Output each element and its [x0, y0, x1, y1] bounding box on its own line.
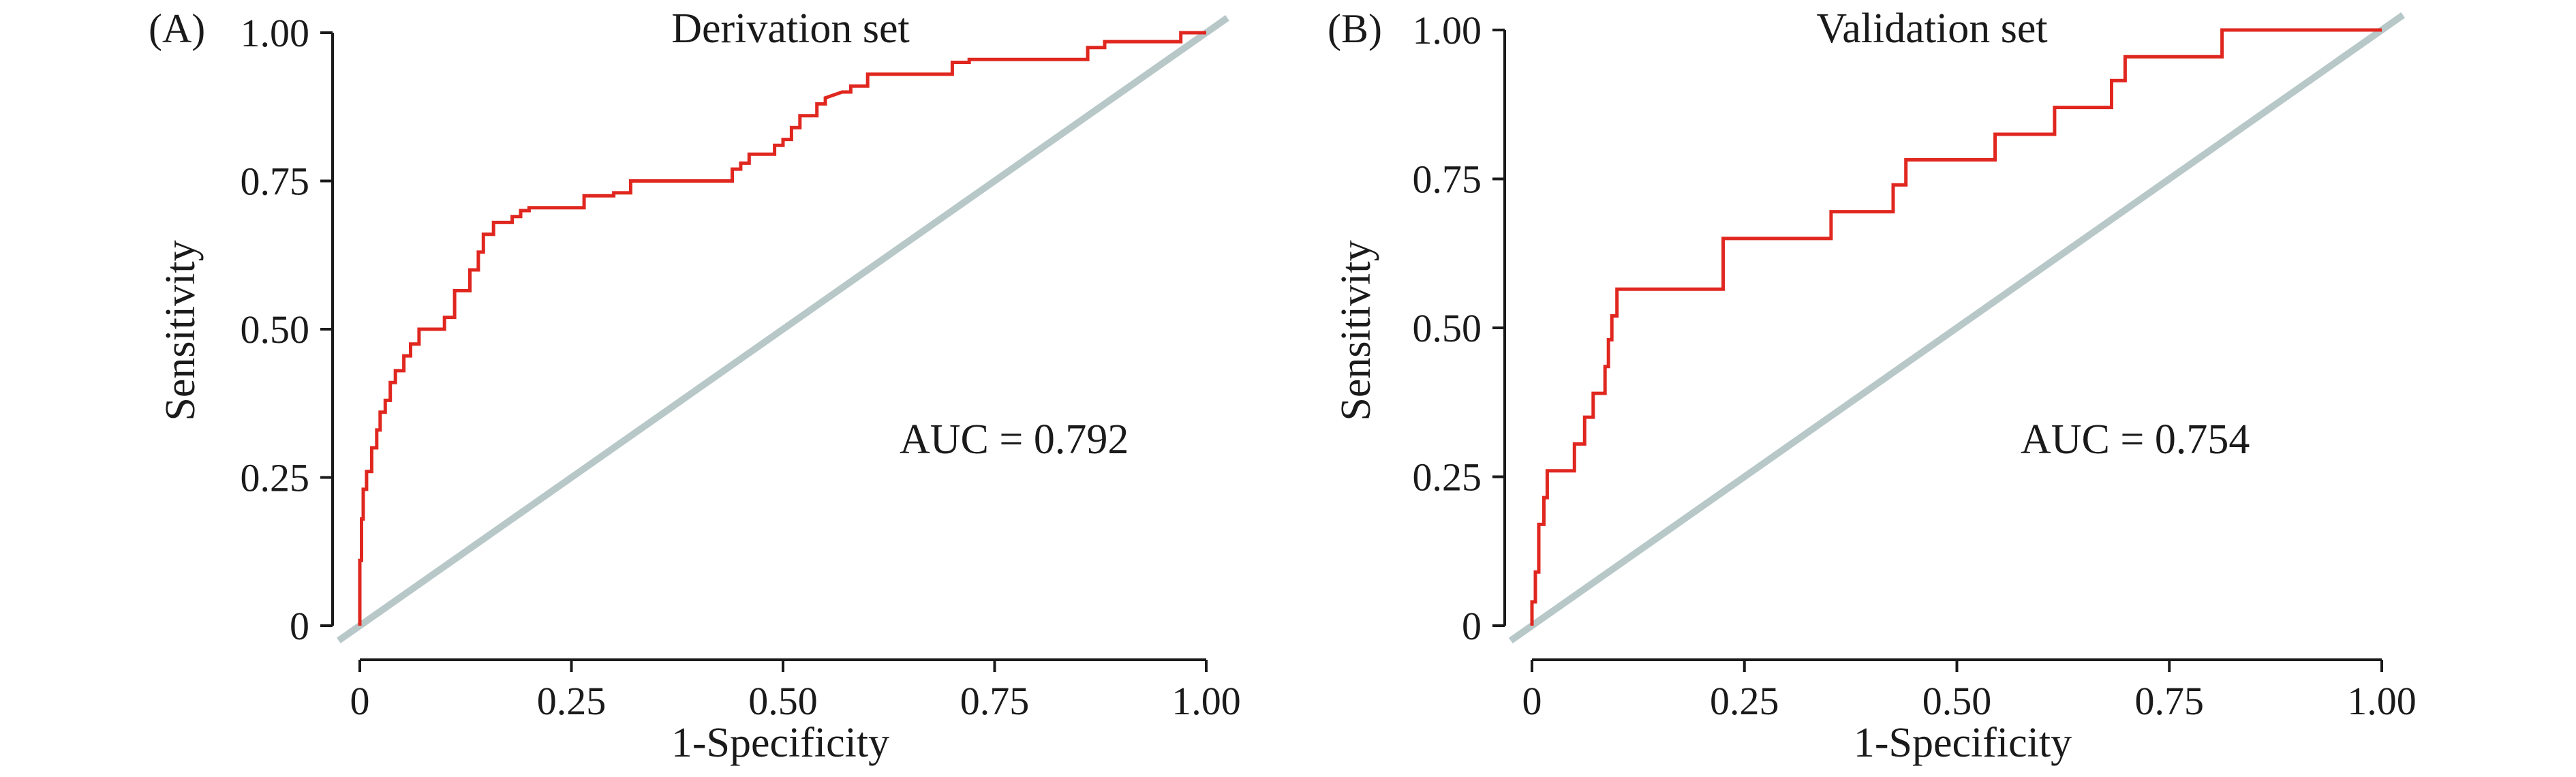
- x-tick-label: 1.00: [1171, 679, 1241, 723]
- y-tick-label: 0.75: [1413, 157, 1482, 202]
- chart-title: Validation set: [1816, 5, 2047, 52]
- reference-diagonal-line: [337, 15, 1229, 643]
- y-tick-label: 0: [1462, 604, 1482, 648]
- roc-curve: [358, 31, 1206, 626]
- y-tick-label: 0.25: [241, 456, 310, 500]
- chart-title: Derivation set: [671, 5, 910, 52]
- x-tick-label: 0.75: [2135, 679, 2205, 723]
- y-tick-label: 0: [290, 604, 309, 648]
- validation-panel: (B) Validation set Sensitivity 1-Specifi…: [1328, 5, 2417, 766]
- auc-annotation: AUC = 0.792: [900, 416, 1129, 463]
- y-tick-label: 0.25: [1413, 455, 1482, 500]
- reference-diagonal-line: [1508, 12, 2406, 643]
- x-tick-label: 0.25: [537, 679, 607, 723]
- axes: [320, 31, 1208, 672]
- y-axis-title: Sensitivity: [157, 240, 204, 421]
- x-tick-labels: 0 0.25 0.50 0.75 1.00: [350, 679, 1241, 723]
- y-tick-label: 0.50: [241, 307, 310, 352]
- y-axis-title: Sensitivity: [1333, 240, 1379, 421]
- auc-annotation: AUC = 0.754: [2021, 416, 2250, 463]
- x-axis-title: 1-Specificity: [671, 720, 889, 766]
- x-tick-label: 0.50: [748, 679, 818, 723]
- series-layer: [1508, 12, 2406, 643]
- y-tick-labels: 0 0.25 0.50 0.75 1.00: [1413, 8, 1482, 648]
- roc-curve: [1530, 28, 2382, 626]
- x-tick-label: 0.25: [1710, 679, 1779, 723]
- x-tick-labels: 0 0.25 0.50 0.75 1.00: [1522, 679, 2417, 723]
- derivation-panel: (A) Derivation set Sensitivity 1-Specifi…: [149, 5, 1241, 766]
- x-tick-label: 0.75: [960, 679, 1030, 723]
- panel-label: (B): [1328, 6, 1382, 51]
- panel-label: (A): [149, 6, 205, 51]
- y-tick-label: 0.75: [241, 159, 310, 204]
- y-tick-label: 1.00: [1413, 8, 1482, 52]
- axes: [1492, 29, 2383, 672]
- y-tick-label: 1.00: [241, 11, 310, 55]
- y-tick-label: 0.50: [1413, 306, 1482, 350]
- x-axis-title: 1-Specificity: [1854, 720, 2072, 766]
- series-layer: [337, 15, 1229, 643]
- x-tick-label: 0: [1522, 679, 1542, 723]
- x-tick-label: 1.00: [2347, 679, 2417, 723]
- x-tick-label: 0: [350, 679, 370, 723]
- x-tick-label: 0.50: [1922, 679, 1992, 723]
- y-tick-labels: 0 0.25 0.50 0.75 1.00: [241, 11, 310, 648]
